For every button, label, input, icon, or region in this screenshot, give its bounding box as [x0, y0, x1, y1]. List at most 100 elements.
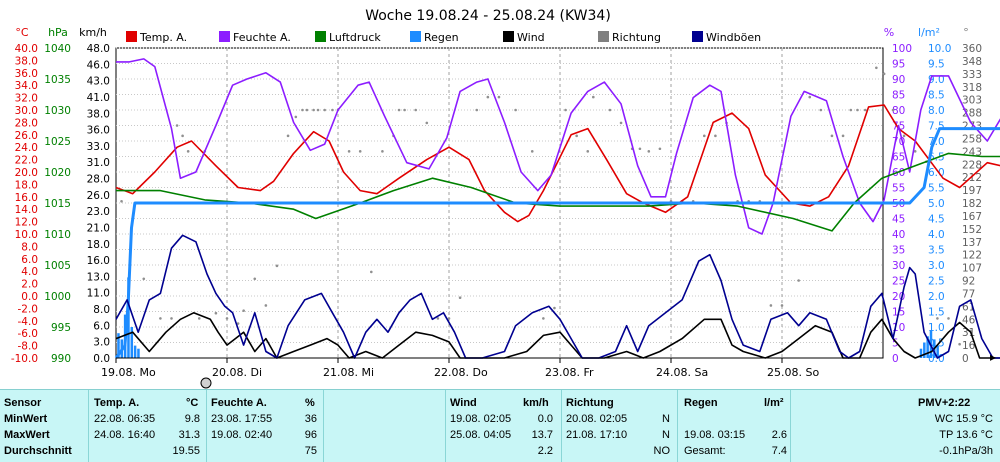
arrow-right-icon: ▸ [990, 350, 996, 364]
direction-dot [891, 108, 895, 112]
direction-dot [175, 124, 179, 127]
tick-label-temp: 24.0 [15, 142, 38, 154]
stats-wind-value: 2.2 [537, 445, 553, 457]
tick-label-temp: -4.0 [18, 316, 39, 328]
tick-label-temp: 14.0 [15, 204, 38, 216]
tick-label-pressure: 1040 [44, 43, 71, 55]
stats-row-label: MinWert [4, 413, 48, 425]
x-tick-label: 20.08. Di [212, 366, 262, 379]
stats-temp-date: 22.08. 06:35 [94, 413, 156, 425]
stats-humidity-value: 75 [304, 445, 317, 457]
tick-label-direction: 228 [962, 159, 982, 171]
stats-head-direction: Richtung [566, 397, 614, 409]
stats-wind-value: 13.7 [531, 429, 553, 441]
rain-bar [919, 348, 923, 358]
tick-label-pressure: 1000 [44, 291, 71, 303]
tick-label-rain: 9.5 [928, 59, 945, 71]
tick-label-direction: 318 [962, 82, 982, 94]
stats-head-temp-unit: °C [186, 397, 199, 409]
legend-label: Windböen [706, 31, 761, 44]
legend-swatch [503, 31, 514, 42]
tick-label-temp: 10.0 [15, 229, 38, 241]
direction-dot [475, 108, 479, 112]
stats-temp-value: 31.3 [178, 429, 200, 441]
direction-dot [542, 317, 545, 320]
direction-dot [875, 66, 878, 70]
unit-direction: ° [963, 26, 969, 39]
tick-label-direction: 0 [962, 353, 969, 365]
direction-dot [658, 147, 662, 151]
direction-dot [264, 304, 268, 307]
direction-dot [242, 309, 245, 312]
tick-label-wind: 48.0 [87, 43, 110, 55]
stats-head-wind: Wind [450, 397, 477, 409]
tick-label-direction: 197 [962, 185, 982, 197]
tick-label-wind: 8.0 [93, 304, 110, 316]
tick-label-wind: 3.0 [93, 337, 110, 349]
tick-label-temp: 40.0 [15, 43, 38, 55]
divider [677, 390, 678, 462]
stats-row-label: Durchschnitt [4, 445, 72, 457]
legend-swatch [315, 31, 326, 42]
direction-dot [358, 150, 362, 153]
direction-dot [647, 150, 651, 153]
tick-label-temp: 36.0 [15, 68, 38, 80]
stats-head-wind-unit: km/h [523, 397, 549, 409]
tick-label-temp: 32.0 [15, 93, 38, 105]
tick-label-rain: 5.0 [928, 198, 945, 210]
series-line [116, 58, 1000, 235]
direction-dot [294, 115, 298, 119]
direction-dot [323, 108, 326, 112]
tick-label-humidity: 45 [892, 214, 905, 226]
direction-dot [397, 108, 401, 112]
stats-rain-date: 19.08. 03:15 [684, 429, 746, 441]
tick-label-rain: 5.5 [928, 183, 945, 195]
legend-swatch [219, 31, 230, 42]
tick-label-direction: 16 [962, 340, 976, 352]
direction-dot [186, 150, 190, 153]
tick-label-temp: 18.0 [15, 179, 38, 191]
tick-label-pressure: 1010 [44, 229, 71, 241]
chart-title: Woche 19.08.24 - 25.08.24 (KW34) [365, 8, 611, 24]
tick-label-rain: 10.0 [928, 43, 951, 55]
direction-dot [225, 317, 229, 320]
tick-label-temp: -10.0 [11, 353, 38, 365]
direction-dot [447, 317, 451, 320]
tick-label-humidity: 80 [892, 105, 905, 117]
series-line [115, 234, 1000, 359]
tick-label-direction: 46 [962, 314, 976, 326]
tick-label-humidity: 40 [892, 229, 905, 241]
weather-chart: 40.038.036.034.032.030.028.026.024.022.0… [11, 8, 1000, 389]
direction-dot [856, 108, 859, 112]
stats-extra: TP 13.6 °C [939, 429, 993, 441]
x-tick-label: 24.08. Sa [656, 366, 708, 379]
x-tick-label: 25.08. So [767, 366, 819, 379]
tick-label-temp: 4.0 [21, 266, 38, 278]
unit-rain: l/m² [918, 26, 940, 39]
stats-temp-date: 24.08. 16:40 [94, 429, 156, 441]
tick-label-wind: 16.0 [87, 255, 110, 267]
tick-label-wind: 26.0 [87, 190, 110, 202]
stats-head-pmv: PMV+2:22 [918, 397, 971, 409]
tick-label-temp: 28.0 [15, 117, 38, 129]
stats-humidity-date: 23.08. 17:55 [211, 413, 273, 425]
direction-dot [497, 95, 501, 99]
rain-bar [130, 327, 134, 358]
stats-wind-value: 0.0 [537, 413, 553, 425]
scroll-handle-icon[interactable] [200, 377, 212, 389]
direction-dot [436, 317, 440, 320]
series-line [115, 104, 1000, 223]
tick-label-pressure: 990 [51, 353, 71, 365]
direction-dot [769, 304, 773, 307]
direction-dot [703, 134, 706, 138]
direction-dot [312, 108, 315, 112]
tick-label-rain: 4.5 [928, 214, 945, 226]
tick-label-temp: 38.0 [15, 55, 38, 67]
tick-label-humidity: 5 [892, 338, 899, 350]
tick-label-humidity: 85 [892, 90, 905, 102]
tick-label-rain: 8.5 [928, 90, 945, 102]
direction-dot [714, 134, 717, 138]
tick-label-temp: 2.0 [21, 279, 38, 291]
direction-dot [514, 108, 517, 112]
tick-label-pressure: 1035 [44, 74, 71, 86]
